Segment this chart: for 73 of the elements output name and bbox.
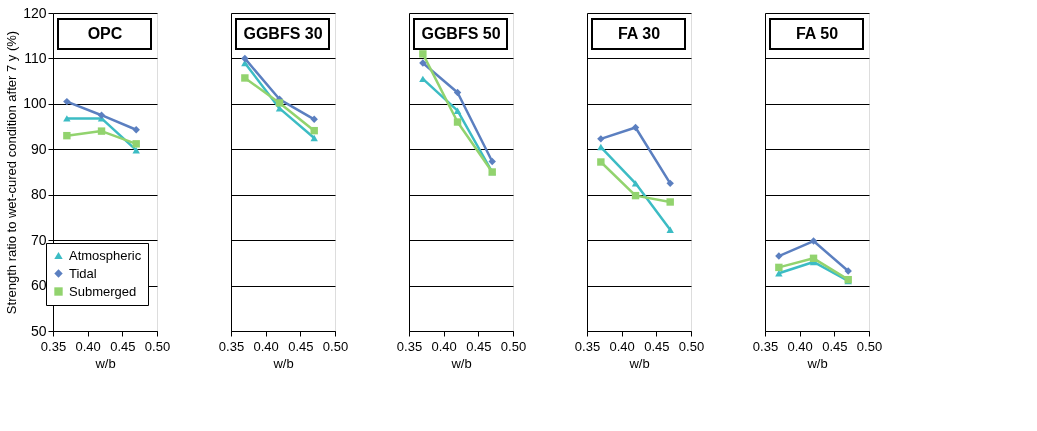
x-tick-label: 0.45 [288, 338, 314, 354]
point [310, 115, 318, 124]
x-axis-title: w/b [628, 355, 650, 371]
y-tick-label: 90 [30, 140, 47, 157]
y-axis-title: Strength ratio to wet-cured condition after 7 y (%) [4, 30, 20, 315]
point [597, 135, 605, 143]
x-tick-label: 0.35 [40, 338, 67, 354]
legend-label: Tidal [69, 265, 97, 281]
x-axis-title: w/b [272, 355, 294, 371]
x-tick-label: 0.40 [609, 338, 635, 354]
x-tick-label: 0.45 [110, 338, 136, 354]
x-tick-label: 0.45 [644, 338, 670, 354]
x-tick-label: 0.50 [678, 338, 705, 354]
point [97, 127, 106, 135]
point [666, 198, 674, 206]
point [132, 126, 140, 134]
text: GGBFS 30 [243, 25, 323, 42]
text: GGBFS 50 [421, 25, 501, 42]
point [631, 180, 640, 187]
point [241, 74, 249, 82]
point [488, 157, 496, 166]
point [419, 50, 427, 58]
x-tick-label: 0.35 [218, 338, 245, 354]
x-tick-label: 0.40 [253, 338, 279, 354]
x-tick-label: 0.45 [822, 338, 848, 354]
point [63, 131, 71, 140]
point [597, 143, 605, 151]
point [666, 226, 674, 233]
point [453, 118, 462, 126]
y-tick-label: 100 [23, 95, 47, 112]
x-tick-label: 0.45 [466, 338, 492, 354]
point [97, 111, 106, 119]
point [666, 179, 674, 188]
point [63, 97, 71, 106]
x-tick-label: 0.50 [144, 338, 171, 354]
point [597, 158, 605, 166]
legend-label: Submerged [69, 283, 137, 299]
y-tick-label: 60 [30, 277, 47, 294]
point [809, 237, 818, 245]
y-tick-label: 50 [30, 322, 47, 339]
text: OPC [87, 25, 123, 42]
x-tick-label: 0.35 [752, 338, 779, 354]
point [775, 263, 783, 272]
y-tick-label: 120 [23, 4, 47, 21]
point [775, 270, 783, 277]
x-axis-title: w/b [94, 355, 116, 371]
y-tick-label: 80 [30, 186, 47, 203]
point [453, 107, 462, 114]
point [63, 115, 71, 122]
point [132, 140, 140, 148]
y-tick-label: 70 [30, 231, 47, 248]
point [310, 126, 318, 135]
point [275, 105, 284, 112]
x-tick-label: 0.40 [787, 338, 813, 354]
x-tick-label: 0.40 [431, 338, 457, 354]
point [275, 99, 284, 107]
x-axis-title: w/b [806, 355, 828, 371]
x-tick-label: 0.35 [396, 338, 423, 354]
y-tick-label: 110 [24, 49, 47, 66]
point [631, 123, 640, 132]
point [419, 75, 427, 83]
x-tick-label: 0.50 [322, 338, 349, 354]
point [310, 134, 318, 142]
legend-label: Atmospheric [69, 247, 142, 263]
text: FA 50 [795, 25, 839, 42]
text: FA 30 [617, 25, 661, 42]
x-tick-label: 0.50 [856, 338, 883, 354]
point [241, 54, 249, 63]
x-axis-title: w/b [450, 355, 472, 371]
x-tick-label: 0.50 [500, 338, 527, 354]
x-tick-label: 0.40 [75, 338, 101, 354]
point [453, 88, 462, 97]
x-tick-label: 0.35 [574, 338, 601, 354]
